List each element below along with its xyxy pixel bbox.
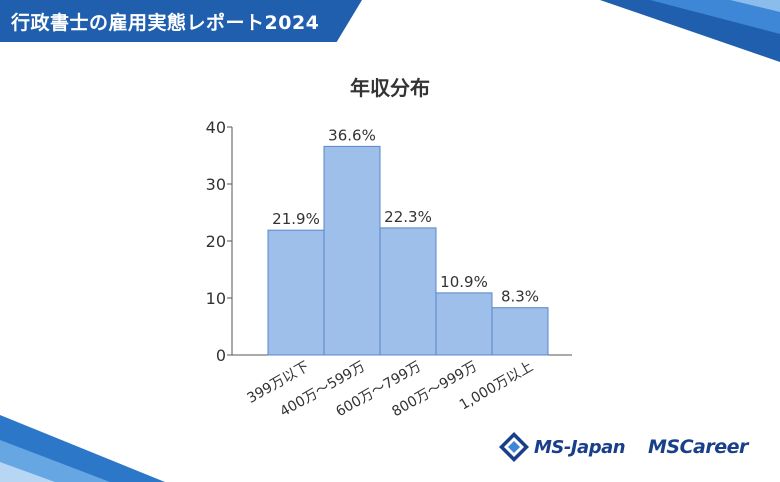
data-label: 22.3% (384, 208, 432, 226)
bar (323, 145, 381, 356)
bar (435, 292, 493, 356)
report-title: 行政書士の雇用実態レポート2024 (11, 12, 320, 34)
data-label: 10.9% (440, 273, 488, 291)
y-tick-label: 20 (206, 232, 226, 251)
data-label: 36.6% (328, 126, 376, 144)
chart-title: 年収分布 (350, 76, 430, 100)
bar (379, 227, 437, 356)
ms-career-logo: MSCareer (648, 436, 748, 458)
ms-japan-logo-text: MS-Japan (534, 436, 626, 458)
bar (267, 229, 325, 356)
y-tick-label: 10 (206, 289, 226, 308)
y-tick-label: 40 (206, 118, 226, 137)
ms-japan-logo: MS-Japan (498, 430, 626, 464)
y-tick-label: 0 (216, 346, 226, 365)
header-banner (0, 0, 362, 42)
data-label: 21.9% (272, 210, 320, 228)
diamond-logo-icon (499, 432, 529, 462)
bar (491, 307, 549, 356)
data-label: 8.3% (501, 288, 539, 306)
y-tick-label: 30 (206, 175, 226, 194)
